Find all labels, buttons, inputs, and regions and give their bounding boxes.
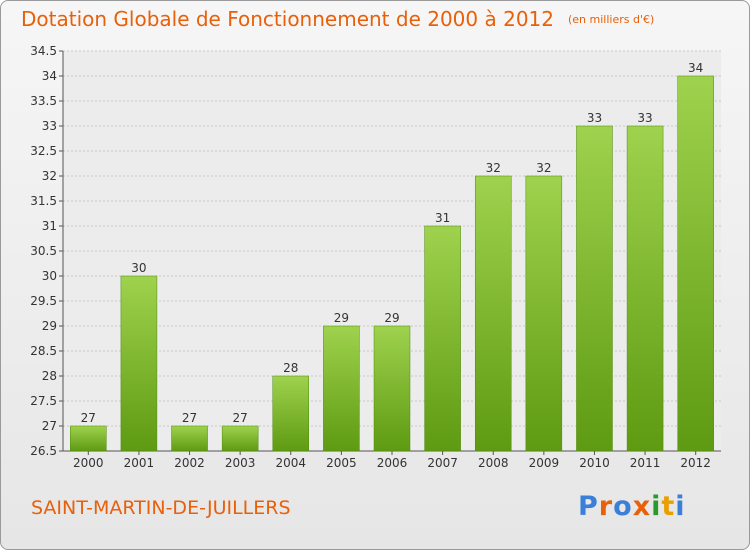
bar: [171, 425, 208, 452]
brand-letter: i: [651, 491, 662, 522]
x-tick-label: 2009: [529, 456, 560, 470]
bar-value-label: 33: [637, 111, 652, 125]
x-tick-label: 2011: [630, 456, 661, 470]
x-tick-label: 2000: [73, 456, 104, 470]
chart-title: Dotation Globale de Fonctionnement de 20…: [21, 7, 654, 31]
bar-value-label: 27: [81, 411, 96, 425]
bar: [474, 175, 512, 452]
bar: [120, 275, 158, 452]
y-tick-label: 27.5: [30, 394, 57, 408]
bar: [272, 375, 310, 452]
y-tick-label: 26.5: [30, 444, 57, 458]
labels: 26.5 27 27.5 28 28.5 29 29.5 30 30.5 31 31.5 32 32.5…: [30, 44, 711, 470]
y-tick-label: 32: [42, 169, 57, 183]
y-tick-label: 28.5: [30, 344, 57, 358]
bar-value-label: 32: [536, 161, 551, 175]
bar: [677, 75, 714, 452]
bar-value-label: 32: [486, 161, 501, 175]
y-tick-label: 30.5: [30, 244, 57, 258]
bar: [626, 125, 664, 452]
y-tick-label: 29.5: [30, 294, 57, 308]
proxiti-logo[interactable]: Proxiti: [578, 491, 686, 522]
bar-value-label: 27: [182, 411, 197, 425]
x-tick-label: 2010: [579, 456, 610, 470]
x-tick-label: 2008: [478, 456, 509, 470]
bar: [424, 225, 461, 452]
y-tick-label: 31.5: [30, 194, 57, 208]
x-tick-label: 2001: [124, 456, 155, 470]
commune-name: SAINT-MARTIN-DE-JUILLERS: [31, 497, 291, 519]
bar: [525, 175, 563, 452]
x-tick-label: 2004: [275, 456, 306, 470]
brand-letter: t: [661, 491, 676, 522]
bar-value-label: 29: [334, 311, 349, 325]
x-tick-label: 2012: [680, 456, 711, 470]
y-tick-label: 30: [42, 269, 57, 283]
bar-value-label: 27: [233, 411, 248, 425]
bar-value-label: 34: [688, 61, 703, 75]
x-tick-label: 2003: [225, 456, 256, 470]
bar: [373, 325, 411, 452]
x-tick-label: 2007: [427, 456, 458, 470]
x-tick-label: 2005: [326, 456, 357, 470]
brand-letter: x: [632, 491, 652, 522]
bar-value-label: 29: [384, 311, 399, 325]
bar-value-label: 33: [587, 111, 602, 125]
y-tick-label: 32.5: [30, 144, 57, 158]
bar-value-label: 31: [435, 211, 450, 225]
bar: [70, 425, 107, 452]
brand-letter: i: [675, 491, 686, 522]
bar: [221, 425, 259, 452]
y-tick-label: 34.5: [30, 44, 57, 58]
y-tick-label: 33: [42, 119, 57, 133]
y-tick-label: 29: [42, 319, 57, 333]
bar: [323, 325, 360, 452]
brand-letter: o: [613, 491, 633, 522]
y-tick-label: 31: [42, 219, 57, 233]
y-tick-label: 33.5: [30, 94, 57, 108]
bar: [576, 125, 613, 452]
x-tick-label: 2002: [174, 456, 205, 470]
y-tick-label: 34: [42, 69, 57, 83]
y-tick-label: 28: [42, 369, 57, 383]
brand-letter: r: [598, 491, 614, 522]
chart-unit: (en milliers d'€): [568, 13, 655, 26]
chart-title-text: Dotation Globale de Fonctionnement de 20…: [21, 7, 554, 31]
brand-letter: P: [578, 491, 599, 522]
x-tick-label: 2006: [377, 456, 408, 470]
bar-value-label: 30: [131, 261, 146, 275]
y-tick-label: 27: [42, 419, 57, 433]
bars: [70, 75, 714, 452]
bar-value-label: 28: [283, 361, 298, 375]
